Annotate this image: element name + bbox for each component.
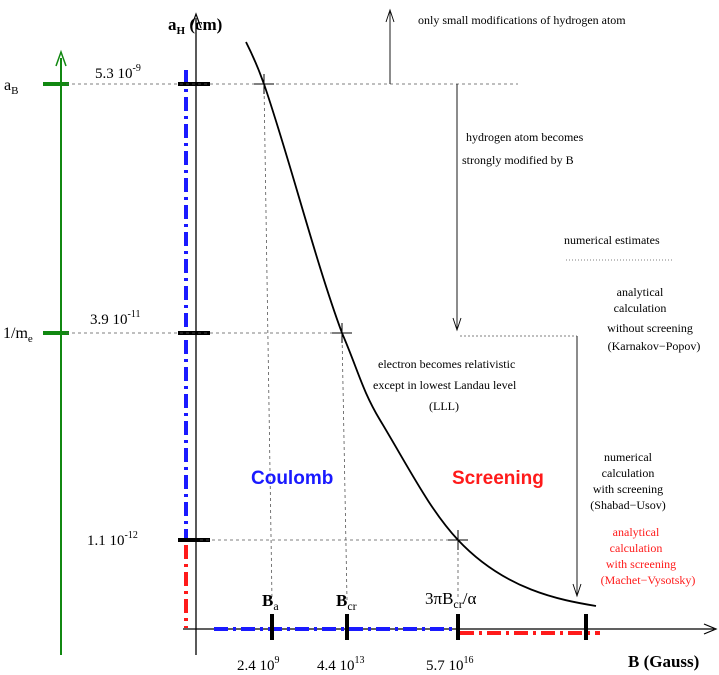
guide-v-1 [263,83,273,601]
note-analytical-noscr-1: analytical [617,285,664,299]
note-numerical-scr-3: with screening [593,482,663,496]
note-strong-mod-2: strongly modified by B [462,153,574,167]
x-tick-label-3: 5.7 1016 [426,655,474,674]
note-analytical-noscr-4: (Karnakov−Popov) [608,339,701,353]
note-numerical-scr-1: numerical [604,450,653,464]
note-numerical-scr-4: (Shabad−Usov) [590,498,665,512]
note-relativistic-1: electron becomes relativistic [378,357,515,371]
label-Bcr: Bcr [336,591,357,613]
y-tick-label-1: 5.3 10-9 [95,63,141,82]
note-small-mod: only small modifications of hydrogen ato… [418,13,626,27]
note-analytical-scr-1: analytical [613,525,660,539]
label-aB: aB [4,77,18,97]
x-axis-label: B (Gauss) [628,652,699,671]
note-analytical-noscr-3: without screening [607,321,693,335]
y-tick-label-3: 1.1 10-12 [87,530,138,549]
label-1-over-me: 1/me [3,325,33,345]
note-strong-mod-1: hydrogen atom becomes [466,130,584,144]
y-tick-label-2: 3.9 10-11 [90,309,140,328]
note-analytical-scr-2: calculation [610,541,663,555]
note-relativistic-3: (LLL) [429,399,459,413]
label-Ba: Ba [262,591,279,613]
guide-v-2 [341,332,348,601]
label-3piBcr-alpha: 3πBcr/α [425,589,476,611]
y-axis-label: aH (cm) [168,15,222,37]
hydrogen-radius-curve [245,41,597,607]
x-tick-label-1: 2.4 109 [237,655,280,674]
note-relativistic-2: except in lowest Landau level [373,378,517,392]
note-numerical-estimates: numerical estimates [564,233,660,247]
green-scale-axis [43,49,69,655]
note-analytical-noscr-2: calculation [614,301,667,315]
region-coulomb: Coulomb [251,468,333,489]
y-axis [190,12,202,655]
note-numerical-scr-2: calculation [602,466,655,480]
x-tick-label-2: 4.4 1013 [317,655,365,674]
note-analytical-scr-4: (Machet−Vysotsky) [601,573,696,587]
note-analytical-scr-3: with screening [606,557,676,571]
region-screening: Screening [452,468,544,489]
curve-markers [254,74,468,550]
